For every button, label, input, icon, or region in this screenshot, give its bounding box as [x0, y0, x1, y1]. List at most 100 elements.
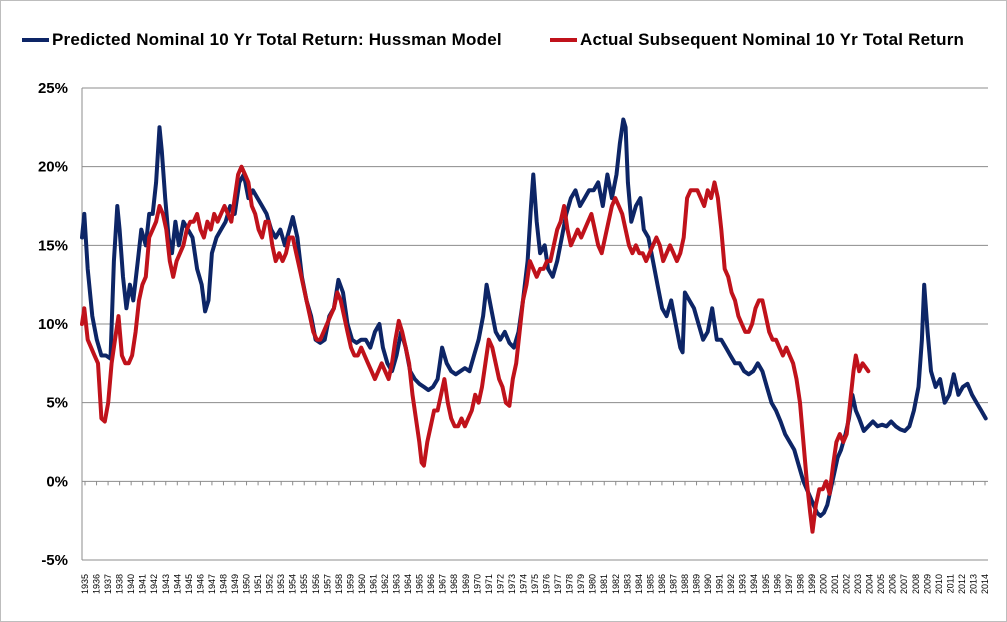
x-tick-label: 1967	[438, 574, 448, 594]
series-line-actual	[80, 164, 871, 534]
x-tick-label: 1976	[542, 574, 552, 594]
x-tick-label: 1988	[680, 574, 690, 594]
x-tick-label: 1968	[449, 574, 459, 594]
x-tick-label: 1991	[715, 574, 725, 594]
x-tick-label: 1990	[703, 574, 713, 594]
x-tick-label: 1964	[403, 574, 413, 594]
x-tick-label: 1937	[103, 574, 113, 594]
x-tick-label: 1979	[576, 574, 586, 594]
x-tick-label: 2002	[842, 574, 852, 594]
x-tick-label: 1975	[530, 574, 540, 594]
x-tick-label: 1980	[588, 574, 598, 594]
x-tick-label: 1941	[138, 574, 148, 594]
y-tick-label: 5%	[46, 395, 68, 412]
y-tick-label: 20%	[38, 159, 68, 176]
x-tick-label: 1966	[426, 574, 436, 594]
x-tick-label: 2003	[853, 574, 863, 594]
x-tick-label: 2013	[968, 574, 978, 594]
x-tick-label: 1950	[242, 574, 252, 594]
x-tick-label: 1973	[507, 574, 517, 594]
x-tick-label: 1951	[253, 574, 263, 594]
legend-item-predicted: Predicted Nominal 10 Yr Total Return: Hu…	[22, 30, 502, 50]
x-tick-label: 1999	[807, 574, 817, 594]
x-tick-label: 1986	[657, 574, 667, 594]
x-tick-label: 1982	[611, 574, 621, 594]
x-tick-label: 2006	[888, 574, 898, 594]
x-tick-label: 1949	[230, 574, 240, 594]
x-tick-label: 1993	[738, 574, 748, 594]
x-tick-label: 2008	[911, 574, 921, 594]
x-tick-label: 1974	[518, 574, 528, 594]
x-tick-label: 1943	[161, 574, 171, 594]
x-tick-label: 2004	[865, 574, 875, 594]
y-tick-label: 15%	[38, 237, 68, 254]
x-tick-label: 2001	[830, 574, 840, 594]
gridlines	[82, 87, 988, 561]
x-tick-label: 1983	[622, 574, 632, 594]
x-tick-label: 1981	[599, 574, 609, 594]
x-tick-label: 1954	[288, 574, 298, 594]
x-tick-label: 1940	[126, 574, 136, 594]
x-tick-label: 1953	[276, 574, 286, 594]
x-tick-label: 1958	[334, 574, 344, 594]
x-tick-label: 1971	[484, 574, 494, 594]
x-tick-label: 1994	[749, 574, 759, 594]
x-tick-label: 2010	[934, 574, 944, 594]
x-tick-label: 2014	[980, 574, 990, 594]
x-tick-label: 1948	[218, 574, 228, 594]
x-tick-label: 1977	[553, 574, 563, 594]
series-lines	[80, 117, 988, 534]
y-tick-labels: -5% 0% 5% 10% 15% 20% 25%	[38, 80, 68, 569]
x-tick-label: 1945	[184, 574, 194, 594]
x-tick-label: 1944	[172, 574, 182, 594]
y-tick-label: -5%	[41, 552, 68, 569]
x-tick-label: 1961	[368, 574, 378, 594]
x-tick-label: 1972	[495, 574, 505, 594]
x-tick-label: 1942	[149, 574, 159, 594]
x-tick-label: 2005	[876, 574, 886, 594]
x-tick-label: 1957	[322, 574, 332, 594]
x-tick-label: 1956	[311, 574, 321, 594]
x-tick-label: 2009	[922, 574, 932, 594]
x-tick-label: 2000	[818, 574, 828, 594]
x-tick-label: 1938	[115, 574, 125, 594]
x-tick-label: 1935	[80, 574, 90, 594]
x-tick-label: 2012	[957, 574, 967, 594]
y-tick-label: 25%	[38, 80, 68, 97]
x-tick-label: 1962	[380, 574, 390, 594]
x-tick-label: 1978	[565, 574, 575, 594]
x-tick-label: 2011	[945, 574, 955, 593]
x-tick-label: 1997	[784, 574, 794, 594]
x-tick-label: 1995	[761, 574, 771, 594]
x-tick-label: 1970	[472, 574, 482, 594]
x-tick-labels: 1935 1936 1937 1938 1940 1941 1942 1943 1944 1945…	[80, 574, 990, 594]
legend-item-actual: Actual Subsequent Nominal 10 Yr Total Re…	[550, 30, 964, 50]
x-tick-label: 1963	[392, 574, 402, 594]
x-tick-label: 1985	[645, 574, 655, 594]
legend-swatch-actual	[550, 38, 577, 42]
legend: Predicted Nominal 10 Yr Total Return: Hu…	[0, 30, 1007, 54]
x-tick-label: 1946	[195, 574, 205, 594]
x-tick-label: 1989	[692, 574, 702, 594]
x-tick-label: 1998	[795, 574, 805, 594]
x-tick-label: 1987	[668, 574, 678, 594]
x-tick-label: 1996	[772, 574, 782, 594]
x-tick-label: 1959	[345, 574, 355, 594]
y-tick-label: 0%	[46, 473, 68, 490]
x-tick-label: 1984	[634, 574, 644, 594]
x-tick-label: 1952	[265, 574, 275, 594]
legend-label-predicted: Predicted Nominal 10 Yr Total Return: Hu…	[52, 30, 502, 49]
x-tick-label: 1965	[415, 574, 425, 594]
x-tick-label: 2007	[899, 574, 909, 594]
x-tick-label: 1947	[207, 574, 217, 594]
x-tick-label: 1955	[299, 574, 309, 594]
y-tick-label: 10%	[38, 316, 68, 333]
x-tick-label: 1960	[357, 574, 367, 594]
legend-swatch-predicted	[22, 38, 49, 42]
series-line-predicted	[80, 117, 988, 518]
x-tick-label: 1992	[726, 574, 736, 594]
x-tick-label: 1969	[461, 574, 471, 594]
x-tick-label: 1936	[92, 574, 102, 594]
